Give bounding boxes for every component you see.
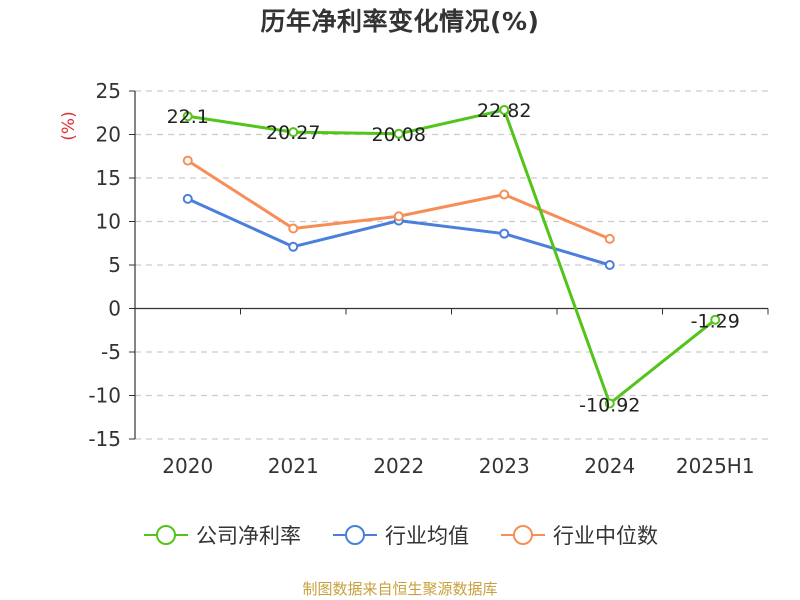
legend-item-industry-median[interactable]: 行业中位数	[499, 520, 658, 550]
grid-lines	[135, 90, 768, 440]
x-tick-label: 2022	[373, 454, 424, 478]
y-tick-label: -5	[101, 340, 121, 364]
legend-marker-industry-median	[501, 525, 545, 545]
source-note: 制图数据来自恒生聚源数据库	[302, 580, 498, 598]
data-point[interactable]	[499, 228, 510, 239]
y-tick-label: -15	[88, 427, 121, 451]
y-tick-label: 5	[108, 253, 121, 277]
chart-title: 历年净利率变化情况(%)	[260, 7, 540, 36]
data-point[interactable]	[288, 223, 299, 234]
x-tick-label: 2023	[479, 454, 530, 478]
y-tick-label: 10	[96, 210, 121, 234]
y-axis-label: (%)	[59, 111, 79, 140]
data-label: 20.27	[266, 122, 320, 144]
axes	[129, 90, 769, 440]
legend-marker-industry-mean	[333, 525, 377, 545]
data-label: -10.92	[579, 395, 640, 417]
legend-item-company[interactable]: 公司净利率	[142, 520, 301, 550]
y-tick-label: 25	[96, 79, 121, 103]
legend-item-industry-mean[interactable]: 行业均值	[331, 520, 469, 550]
data-label: -1.29	[691, 311, 740, 333]
data-label: 20.08	[372, 124, 426, 146]
data-point[interactable]	[393, 128, 404, 139]
data-point[interactable]	[393, 211, 404, 222]
data-point[interactable]	[710, 314, 721, 325]
data-label: 22.82	[477, 100, 531, 122]
x-tick-label: 2020	[162, 454, 213, 478]
data-point[interactable]	[604, 260, 615, 270]
x-tick-label: 2024	[584, 454, 635, 478]
y-tick-labels: 25 20 15 10 5 0 -5 -10 -15	[88, 79, 121, 451]
legend-label-company: 公司净利率	[196, 524, 301, 548]
legend-marker-company	[144, 525, 188, 545]
x-tick-labels: 2020 2021 2022 2023 2024 2025H1	[162, 454, 754, 478]
y-tick-label: 20	[96, 123, 121, 147]
x-tick-label: 2021	[268, 454, 319, 478]
legend-label-industry-median: 行业中位数	[553, 524, 658, 548]
y-tick-label: 15	[96, 166, 121, 190]
legend-label-industry-mean: 行业均值	[385, 524, 469, 548]
series-lines	[182, 104, 721, 409]
data-point[interactable]	[604, 233, 615, 244]
data-point[interactable]	[288, 127, 299, 138]
y-tick-label: -10	[88, 384, 121, 408]
data-labels: 22.1 20.27 20.08 22.82 -10.92 -1.29	[167, 100, 740, 417]
data-label: 22.1	[167, 106, 209, 128]
data-point[interactable]	[182, 155, 193, 166]
data-point[interactable]	[182, 193, 193, 204]
data-point[interactable]	[288, 241, 299, 252]
data-point[interactable]	[499, 189, 510, 200]
data-point[interactable]	[182, 111, 193, 122]
data-point[interactable]	[499, 104, 510, 115]
legend: 公司净利率 行业均值 行业中位数	[0, 520, 800, 550]
data-point[interactable]	[604, 398, 615, 409]
series-line	[187, 108, 717, 406]
x-tick-label: 2025H1	[676, 454, 755, 478]
y-tick-label: 0	[108, 297, 121, 321]
series-line	[187, 197, 611, 267]
